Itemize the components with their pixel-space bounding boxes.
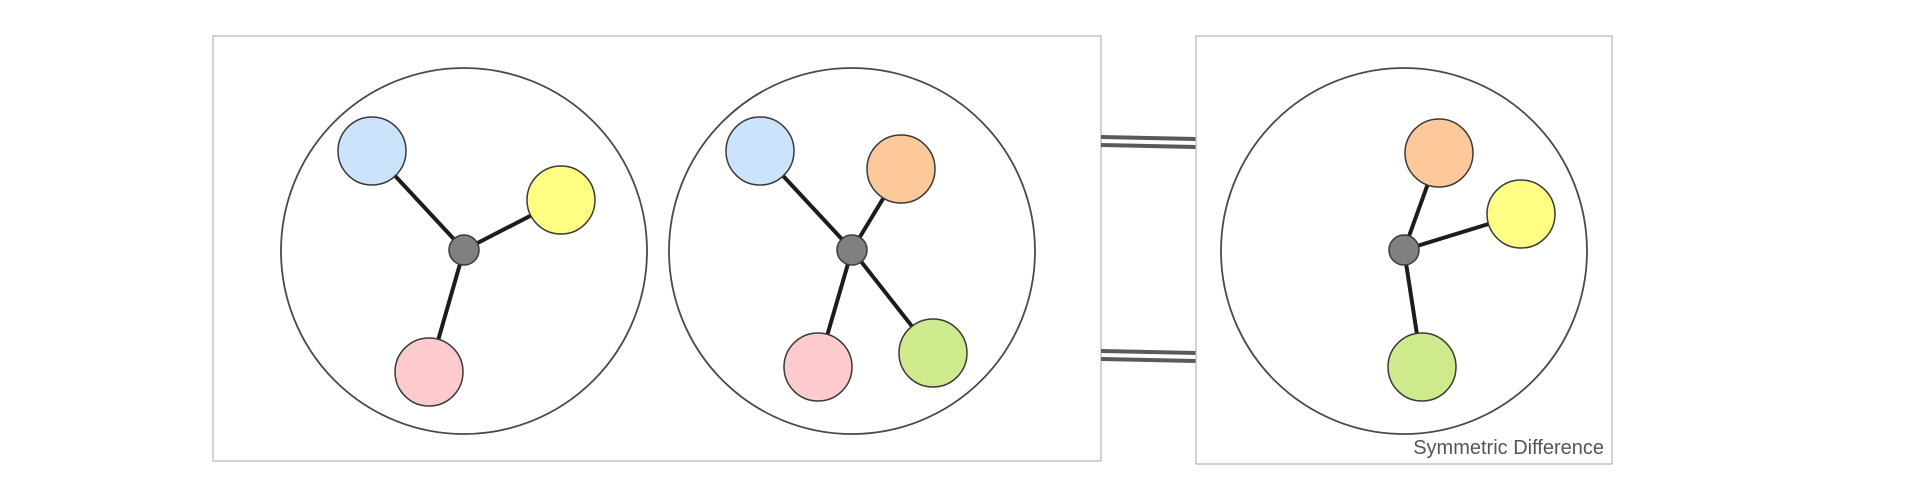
set-b-node-orange [866,134,936,204]
connector-top [1100,135,1197,149]
set-b-node-blue [725,116,795,186]
set-a-node-yellow [526,165,596,235]
set-b-node-green [898,318,968,388]
set-b-ring [668,67,1036,435]
set-a [280,67,648,435]
result-node-yellow [1486,179,1556,249]
result-node-green [1387,332,1457,402]
result-node-orange [1404,118,1474,188]
operands-panel [212,35,1102,462]
set-b-node-pink [783,332,853,402]
result-caption: Symmetric Difference [1413,437,1604,459]
set-b [668,67,1036,435]
set-a-ring [280,67,648,435]
result-set-ring [1220,67,1588,435]
set-a-node-pink [394,337,464,407]
set-b-hub [836,234,868,266]
result-hub [1388,234,1420,266]
set-a-node-blue [337,116,407,186]
result-set [1220,67,1588,435]
set-a-hub [448,234,480,266]
connector-bottom [1100,349,1197,363]
